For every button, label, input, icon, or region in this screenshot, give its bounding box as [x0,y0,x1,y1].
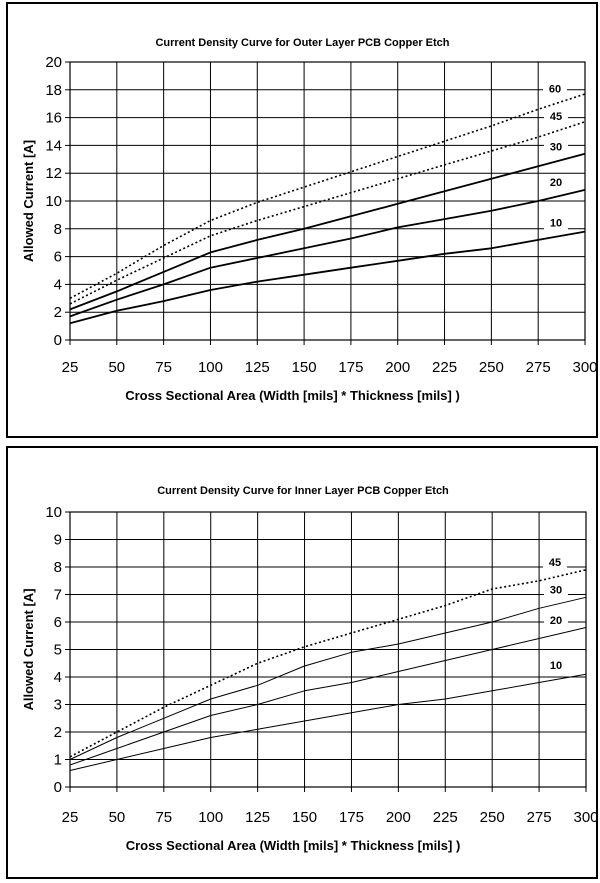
inner-x-tick-label: 275 [527,809,552,826]
outer-x-tick-label: 25 [62,359,79,376]
inner-series-label-30: 30 [550,585,562,597]
outer-y-axis-label: Allowed Current [A] [21,140,36,262]
inner-series-label-20: 20 [550,615,562,627]
outer-x-tick-label: 200 [385,359,410,376]
outer-chart-title: Current Density Curve for Outer Layer PC… [155,37,449,49]
inner-series-label-bg [544,583,568,597]
outer-y-tick-label: 10 [45,193,62,210]
outer-y-tick-label: 4 [54,276,62,293]
outer-series-line-20 [69,189,586,318]
inner-x-tick-label: 200 [386,809,411,826]
outer-y-tick-label: 16 [45,110,62,127]
inner-y-tick-label: 8 [54,559,62,576]
outer-y-tick-label: 14 [45,137,62,154]
outer-series-label-10: 10 [550,218,562,230]
outer-x-tick-label: 125 [245,359,270,376]
inner-x-tick-label: 100 [198,809,223,826]
outer-series-label-45: 45 [550,111,562,123]
outer-x-tick-label: 225 [432,359,457,376]
outer-series-label-20: 20 [550,177,562,189]
outer-series-label-bg [544,110,568,124]
inner-x-axis-label: Cross Sectional Area (Width [mils] * Thi… [126,838,461,853]
inner-y-tick-label: 1 [54,752,62,769]
inner-y-axis-label: Allowed Current [A] [21,588,36,710]
inner-x-tick-label: 300 [573,809,598,826]
outer-series-line-10 [69,230,586,325]
outer-series-label-30: 30 [550,142,562,154]
inner-y-tick-label: 6 [54,614,62,631]
inner-x-tick-label: 250 [480,809,505,826]
outer-y-tick-label: 0 [54,332,62,349]
outer-series-label-bg [544,216,568,230]
outer-series-line-45 [69,121,586,305]
inner-x-tick-label: 225 [433,809,458,826]
inner-y-tick-label: 7 [54,587,62,604]
outer-series-line-60 [69,93,586,300]
inner-x-tick-label: 50 [109,809,126,826]
outer-x-tick-label: 250 [479,359,504,376]
outer-x-tick-label: 75 [155,359,172,376]
outer-y-tick-label: 2 [54,304,62,321]
outer-layer-chart-panel [6,2,598,438]
outer-series-label-bg [544,140,568,154]
outer-x-tick-label: 175 [338,359,363,376]
inner-series-line-20 [69,627,587,766]
outer-x-tick-label: 300 [572,359,597,376]
outer-y-tick-label: 8 [54,221,62,238]
inner-series-label-bg [544,613,568,627]
inner-y-tick-label: 9 [54,532,62,549]
inner-series-line-30 [69,596,587,760]
outer-x-tick-label: 150 [292,359,317,376]
outer-x-axis-label: Cross Sectional Area (Width [mils] * Thi… [125,388,460,403]
outer-series-label-bg [543,82,567,96]
outer-y-tick-label: 12 [45,165,62,182]
outer-series-label-bg [544,176,568,190]
inner-series-label-bg [543,556,567,570]
inner-series-label-10: 10 [550,660,562,672]
outer-x-tick-label: 100 [198,359,223,376]
inner-y-tick-label: 5 [54,642,62,659]
inner-x-tick-label: 150 [292,809,317,826]
inner-y-tick-label: 3 [54,697,62,714]
outer-series-line-30 [69,152,586,311]
inner-y-tick-label: 10 [45,504,62,521]
inner-series-label-bg [544,659,568,673]
outer-x-tick-label: 50 [108,359,125,376]
outer-x-tick-label: 275 [526,359,551,376]
inner-y-tick-label: 2 [54,724,62,741]
outer-y-tick-label: 6 [54,249,62,266]
inner-x-tick-label: 25 [62,809,79,826]
inner-x-tick-label: 175 [339,809,364,826]
inner-y-tick-label: 0 [54,779,62,796]
inner-series-line-10 [69,673,587,771]
outer-series-label-60: 60 [549,83,561,95]
inner-chart-title: Current Density Curve for Inner Layer PC… [157,485,449,497]
inner-x-tick-label: 125 [245,809,270,826]
inner-y-tick-label: 4 [54,669,62,686]
inner-x-tick-label: 75 [155,809,172,826]
outer-y-tick-label: 18 [45,82,62,99]
outer-y-tick-label: 20 [45,54,62,71]
inner-series-line-45 [69,569,587,758]
inner-layer-chart-panel [6,446,598,879]
inner-series-label-45: 45 [549,557,561,569]
